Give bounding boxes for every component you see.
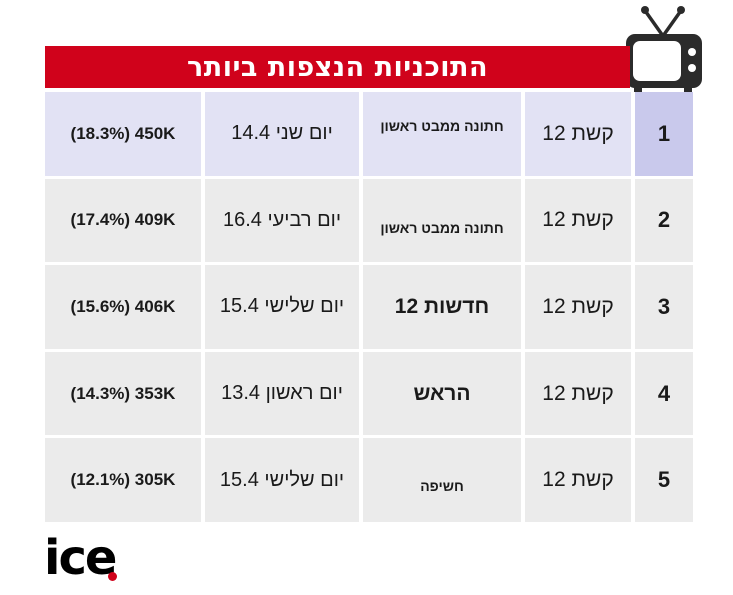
rank-cell: 4 (635, 351, 693, 436)
day-cell: יום ראשון 13.4 (205, 351, 359, 436)
rank-cell: 3 (635, 265, 693, 349)
day-cell: יום שני 14.4 (205, 92, 359, 176)
show-cell: חדשות 12 (363, 265, 521, 349)
ice-logo: ice (44, 530, 117, 586)
channel-cell: קשת 12 (525, 92, 631, 176)
channel-cell: קשת 12 (525, 178, 631, 263)
show-cell: חתונה ממבט ראשון (363, 178, 521, 263)
day-cell: יום שלישי 15.4 (205, 438, 359, 522)
rating-cell: (12.1%) 305K (45, 438, 201, 522)
table-row: (12.1%) 305K יום שלישי 15.4 חשיפה קשת 12… (45, 438, 693, 522)
page-title: התוכניות הנצפות ביותר (45, 46, 630, 88)
rating-cell: (14.3%) 353K (45, 351, 201, 436)
rating-cell: (15.6%) 406K (45, 265, 201, 349)
page-title-text: התוכניות הנצפות ביותר (187, 51, 489, 83)
day-cell: יום רביעי 16.4 (205, 178, 359, 263)
table-row: (17.4%) 409K יום רביעי 16.4 חתונה ממבט ר… (45, 178, 693, 263)
channel-cell: קשת 12 (525, 265, 631, 349)
show-cell: הראש (363, 351, 521, 436)
table-row: (14.3%) 353K יום ראשון 13.4 הראש קשת 12 … (45, 351, 693, 436)
rank-cell: 2 (635, 178, 693, 263)
ratings-table: (18.3%) 450K יום שני 14.4 חתונה ממבט ראש… (45, 92, 693, 522)
rank-cell: 1 (635, 92, 693, 176)
rating-cell: (18.3%) 450K (45, 92, 201, 176)
show-cell: חתונה ממבט ראשון (363, 92, 521, 176)
tv-icon (626, 6, 702, 92)
channel-cell: קשת 12 (525, 351, 631, 436)
table-row: (15.6%) 406K יום שלישי 15.4 חדשות 12 קשת… (45, 265, 693, 349)
table-row: (18.3%) 450K יום שני 14.4 חתונה ממבט ראש… (45, 92, 693, 176)
rating-cell: (17.4%) 409K (45, 178, 201, 263)
show-cell: חשיפה (363, 438, 521, 522)
logo-dot (108, 572, 117, 581)
channel-cell: קשת 12 (525, 438, 631, 522)
day-cell: יום שלישי 15.4 (205, 265, 359, 349)
rank-cell: 5 (635, 438, 693, 522)
